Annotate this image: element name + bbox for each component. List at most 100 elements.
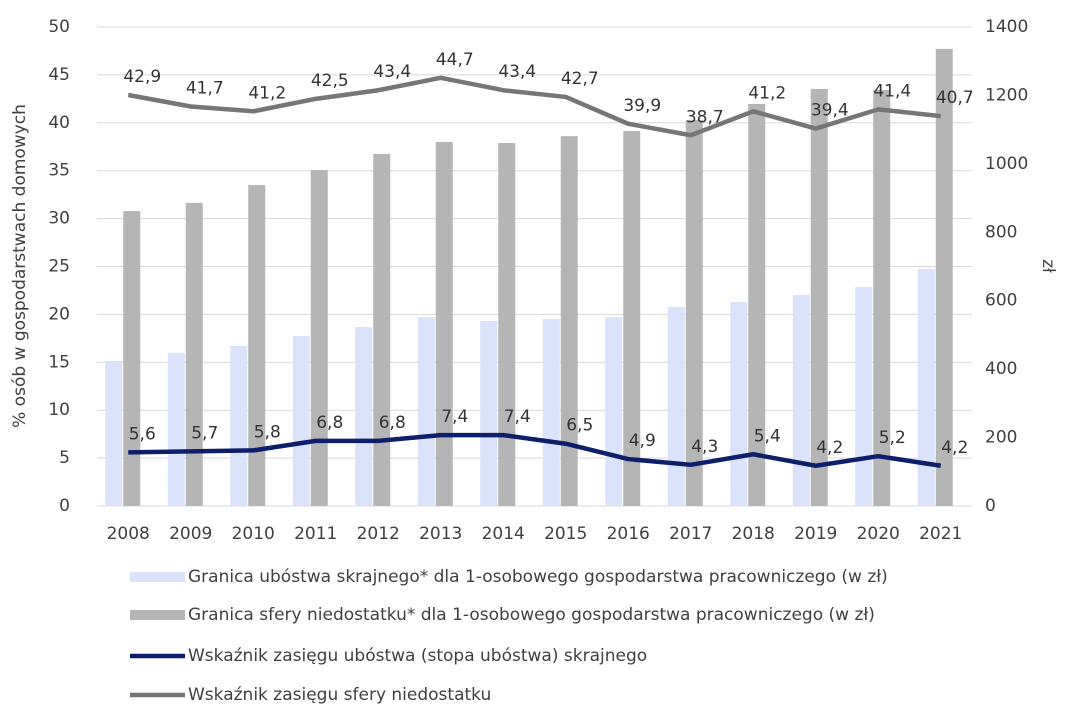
- bar: [560, 136, 578, 507]
- y-axis-title: % osób w gospodarstwach domowych: [10, 104, 30, 428]
- bar: [167, 353, 185, 506]
- data-label: 5,6: [129, 424, 156, 444]
- data-label: 41,2: [748, 83, 786, 103]
- y2-tick-label: 200: [985, 428, 1017, 448]
- legend-swatch: [130, 610, 185, 620]
- data-label: 38,7: [686, 107, 724, 127]
- y-tick-label: 5: [59, 448, 70, 468]
- y2-axis-title: zł: [1038, 259, 1058, 273]
- data-label: 4,3: [691, 437, 718, 457]
- bar: [542, 318, 560, 506]
- y2-tick-label: 1000: [985, 154, 1028, 174]
- bar: [435, 141, 453, 506]
- legend-label: Granica ubóstwa skrajnego* dla 1-osobowe…: [188, 567, 888, 587]
- y-tick-label: 25: [48, 257, 70, 277]
- data-label: 6,8: [379, 413, 406, 433]
- y2-tick-label: 1400: [985, 17, 1028, 37]
- legend-label: Granica sfery niedostatku* dla 1-osobowe…: [188, 605, 875, 625]
- y-tick-label: 50: [48, 17, 70, 37]
- y2-tick-label: 800: [985, 222, 1017, 242]
- data-label: 4,9: [629, 431, 656, 451]
- data-label: 41,2: [248, 83, 286, 103]
- x-tick-label: 2009: [169, 524, 212, 544]
- bar: [917, 268, 935, 506]
- bar: [855, 287, 873, 506]
- data-label: 5,7: [191, 423, 218, 443]
- data-label: 40,7: [936, 88, 974, 108]
- data-label: 5,8: [254, 422, 281, 442]
- x-tick-label: 2017: [669, 524, 712, 544]
- x-tick-label: 2020: [857, 524, 900, 544]
- y-tick-label: 35: [48, 161, 70, 181]
- bar: [873, 89, 891, 506]
- bar: [230, 345, 248, 506]
- y-tick-label: 20: [48, 304, 70, 324]
- data-label: 43,4: [498, 62, 536, 82]
- y-tick-label: 30: [48, 209, 70, 229]
- x-tick-label: 2008: [107, 524, 150, 544]
- y-tick-label: 45: [48, 65, 70, 85]
- bar: [123, 211, 141, 506]
- bar: [605, 317, 623, 506]
- data-label: 5,2: [879, 428, 906, 448]
- data-label: 4,2: [941, 438, 968, 458]
- bar: [373, 153, 391, 506]
- bar: [748, 103, 766, 506]
- data-label: 42,9: [123, 67, 161, 87]
- bar: [292, 335, 310, 506]
- legend-label: Wskaźnik zasięgu sfery niedostatku: [188, 685, 491, 705]
- data-label: 43,4: [373, 62, 411, 82]
- y-tick-label: 40: [48, 113, 70, 133]
- bar: [498, 142, 516, 506]
- bar: [792, 294, 810, 506]
- data-label: 44,7: [436, 50, 474, 70]
- y2-tick-label: 1200: [985, 85, 1028, 105]
- data-label: 6,8: [316, 413, 343, 433]
- bar: [248, 185, 266, 506]
- bar: [810, 88, 828, 506]
- data-label: 42,7: [561, 69, 599, 89]
- bar: [355, 327, 373, 506]
- x-tick-label: 2018: [732, 524, 775, 544]
- bar: [685, 120, 703, 506]
- bar: [105, 360, 123, 506]
- data-label: 42,5: [311, 71, 349, 91]
- x-tick-label: 2013: [419, 524, 462, 544]
- x-tick-label: 2019: [794, 524, 837, 544]
- line: [128, 432, 942, 469]
- data-label: 39,9: [623, 96, 661, 116]
- data-label: 6,5: [566, 416, 593, 436]
- x-tick-label: 2012: [357, 524, 400, 544]
- bar: [417, 317, 435, 506]
- data-label: 39,4: [811, 101, 849, 121]
- y2-tick-label: 600: [985, 291, 1017, 311]
- y-tick-label: 10: [48, 400, 70, 420]
- bar: [667, 306, 685, 506]
- bar: [185, 202, 203, 506]
- legend-label: Wskaźnik zasięgu ubóstwa (stopa ubóstwa)…: [188, 646, 647, 666]
- x-tick-label: 2010: [232, 524, 275, 544]
- x-tick-label: 2015: [544, 524, 587, 544]
- bar: [730, 302, 748, 506]
- bar: [623, 131, 641, 507]
- data-label: 5,4: [754, 426, 781, 446]
- x-tick-label: 2016: [607, 524, 650, 544]
- x-tick-label: 2014: [482, 524, 525, 544]
- x-tick-label: 2011: [294, 524, 337, 544]
- data-label: 4,2: [816, 438, 843, 458]
- bar: [310, 170, 328, 506]
- y-tick-label: 15: [48, 352, 70, 372]
- bar: [935, 48, 953, 506]
- data-label: 41,4: [873, 81, 911, 101]
- y-tick-label: 0: [59, 496, 70, 516]
- y2-tick-label: 400: [985, 359, 1017, 379]
- data-label: 7,4: [441, 407, 468, 427]
- bar: [480, 320, 498, 506]
- x-tick-label: 2021: [919, 524, 962, 544]
- data-label: 41,7: [186, 79, 224, 99]
- line: [127, 75, 941, 138]
- legend-swatch: [130, 572, 185, 582]
- y2-tick-label: 0: [985, 496, 996, 516]
- data-label: 7,4: [504, 407, 531, 427]
